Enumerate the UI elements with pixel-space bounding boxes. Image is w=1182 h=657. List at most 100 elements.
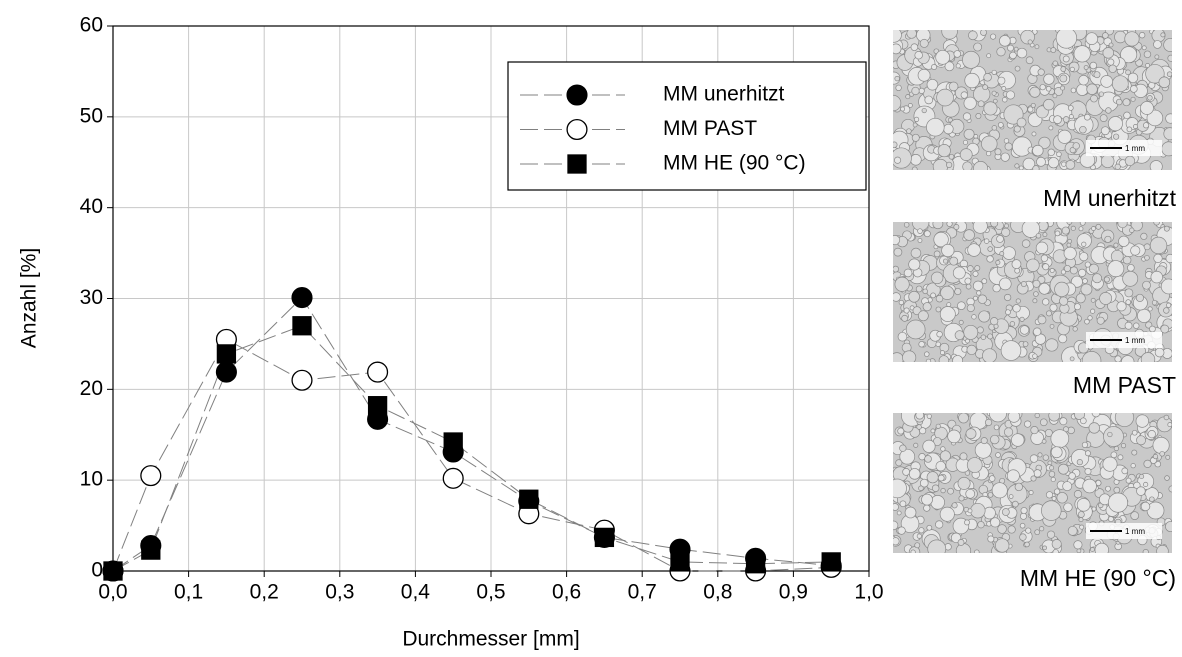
bubble [1158,76,1171,89]
bubble [966,344,977,356]
bubble [918,341,925,348]
bubble [1004,223,1009,229]
bubble [941,243,955,258]
bubble [1018,165,1024,170]
bubble [1156,544,1169,553]
bubble [901,314,909,322]
bubble [924,455,932,463]
bubble [893,520,899,531]
bubble [1011,259,1022,270]
bubble [943,123,954,135]
bubble [1012,304,1021,313]
bubble [938,355,950,362]
bubble [1083,65,1089,70]
bubble [1030,426,1039,435]
bubble [908,290,920,303]
bubble [922,288,928,295]
bubble [917,228,923,234]
bubble [910,153,922,166]
bubble [908,258,921,271]
bubble [1076,459,1083,466]
bubble [1027,106,1034,113]
bubble [1067,238,1073,244]
bubble [958,413,969,424]
bubble [1046,530,1056,539]
bubble [1140,101,1154,115]
bubble [1107,116,1123,132]
bubble [962,139,968,145]
bubble [1143,50,1152,59]
bubble [1124,321,1133,330]
bubble [982,84,989,91]
bubble [1147,430,1156,439]
bubble [1022,341,1029,347]
bubble [1088,422,1100,434]
y-tick-label: 0 [91,559,103,582]
bubble [1049,268,1055,273]
bubble [1120,46,1138,64]
bubble [982,348,997,362]
bubble [995,538,1010,553]
bubble [1056,151,1062,158]
bubble [972,222,988,234]
bubble [1138,32,1146,39]
bubble [1090,94,1098,103]
bubble [1039,526,1045,532]
bubble [946,302,952,308]
marker [442,467,464,489]
bubble [980,334,987,340]
bubble [1102,456,1118,472]
bubble [933,250,941,258]
bubble [905,319,926,340]
bubble [1009,321,1016,327]
bubble [991,90,997,96]
bubble [1081,441,1089,449]
bubble [893,94,902,112]
bubble [1144,255,1150,261]
bubble [1019,533,1027,541]
bubble [1079,222,1086,226]
bubble [1142,122,1150,129]
bubble [1124,155,1136,167]
bubble [1165,253,1172,264]
bubble [940,446,946,452]
bubble [990,517,1001,528]
y-tick-label: 60 [80,14,103,37]
bubble [1078,517,1084,523]
bubble [1038,136,1051,149]
y-tick-label: 30 [80,286,103,309]
bubble [1040,254,1049,262]
bubble [930,271,944,285]
bubble [1019,522,1026,529]
bubble [1113,242,1119,248]
bubble [1047,148,1055,157]
bubble [1015,298,1021,304]
bubble [1154,54,1160,60]
bubble [898,299,904,306]
bubble [1042,545,1047,551]
bubble [1082,478,1097,494]
bubble [965,488,976,499]
bubble [1140,501,1151,512]
bubble [1087,315,1093,321]
scale-bg [1086,332,1162,348]
bubble [931,484,940,492]
bubble [914,542,921,549]
bubble [1113,133,1120,140]
bubble [917,310,929,322]
x-tick-label: 1,0 [854,581,883,604]
bubble [987,492,994,498]
bubble [1103,426,1124,447]
bubble [959,452,968,461]
x-tick-label: 0,1 [174,581,203,604]
bubble [926,117,945,137]
bubble [1025,56,1034,65]
bubble [1004,293,1012,302]
bubble [1056,492,1068,504]
bubble [973,161,989,170]
bubble [1032,353,1038,359]
bubble [1047,157,1060,169]
bubble [972,280,984,292]
bubble [1003,138,1010,144]
bubble [983,101,998,116]
